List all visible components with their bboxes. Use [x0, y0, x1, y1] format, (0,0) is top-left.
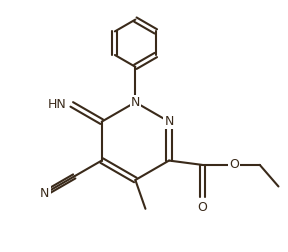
Text: N: N [131, 96, 140, 109]
Text: O: O [229, 158, 239, 171]
Text: HN: HN [48, 98, 67, 111]
Text: N: N [40, 187, 50, 200]
Text: N: N [164, 115, 174, 128]
Text: O: O [197, 201, 207, 214]
